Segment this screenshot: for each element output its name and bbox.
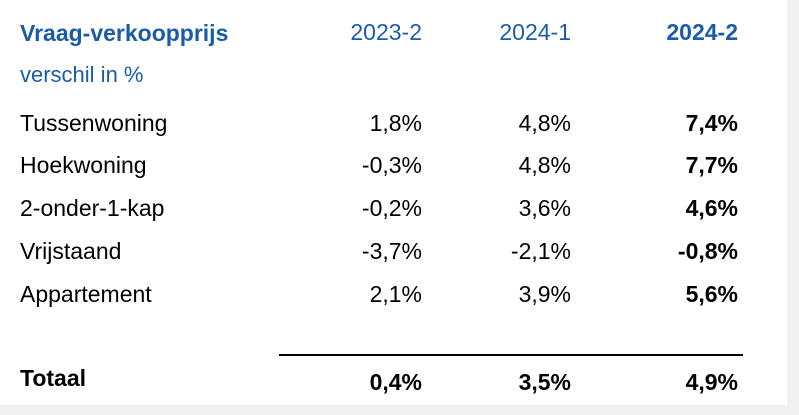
row-label-tussenwoning: Tussenwoning — [20, 110, 168, 136]
column-header-2023-2: 2023-2 — [350, 19, 422, 45]
table-subtitle: verschil in % — [20, 62, 144, 87]
row-label-2-onder-1-kap: 2-onder-1-kap — [20, 195, 165, 221]
table-cell: 7,7% — [685, 152, 738, 178]
row-label-appartement: Appartement — [20, 281, 152, 307]
total-cell: 3,5% — [518, 369, 571, 395]
table-cell: -2,1% — [510, 238, 571, 264]
column-header-2024-2: 2024-2 — [666, 19, 738, 45]
table-cell: -3,7% — [361, 238, 422, 264]
total-divider — [279, 354, 743, 356]
total-label: Totaal — [20, 365, 87, 391]
table-cell: 7,4% — [685, 110, 738, 136]
table-cell: 2,1% — [369, 281, 422, 307]
table-cell: -0,2% — [361, 195, 422, 221]
table-cell: -0,8% — [677, 238, 738, 264]
row-label-hoekwoning: Hoekwoning — [20, 152, 147, 178]
row-label-vrijstaand: Vrijstaand — [20, 238, 122, 264]
price-difference-table: Vraag-verkoopprijs verschil in % 2023-2 … — [0, 0, 787, 405]
table-cell: 3,9% — [518, 281, 571, 307]
table-cell: 1,8% — [369, 110, 422, 136]
table-cell: 4,6% — [685, 195, 738, 221]
table-cell: 4,8% — [518, 152, 571, 178]
table-cell: -0,3% — [361, 152, 422, 178]
column-header-2024-1: 2024-1 — [499, 19, 571, 45]
table-title: Vraag-verkoopprijs — [20, 20, 229, 46]
total-cell: 0,4% — [369, 369, 422, 395]
total-cell: 4,9% — [685, 369, 738, 395]
table-cell: 4,8% — [518, 110, 571, 136]
table-cell: 3,6% — [518, 195, 571, 221]
table-cell: 5,6% — [685, 281, 738, 307]
